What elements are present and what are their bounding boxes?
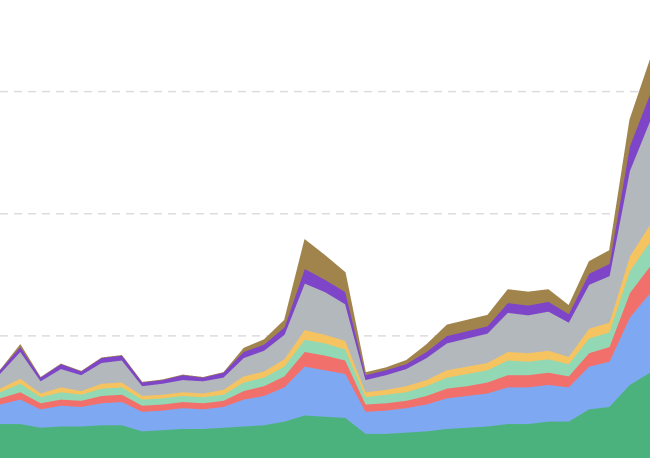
area [0,59,650,383]
